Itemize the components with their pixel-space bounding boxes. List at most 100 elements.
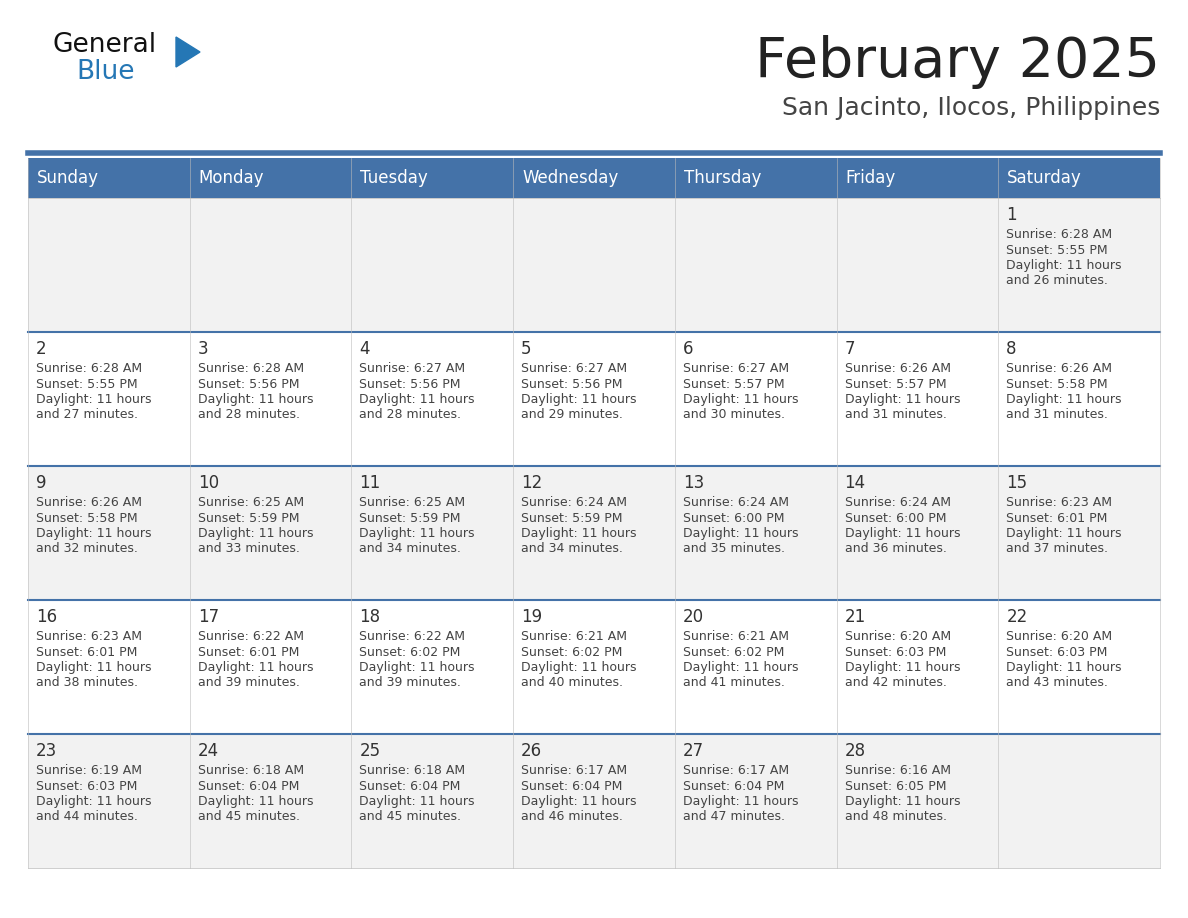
- Text: 1: 1: [1006, 206, 1017, 224]
- Text: Daylight: 11 hours: Daylight: 11 hours: [360, 393, 475, 406]
- Text: Sunrise: 6:26 AM: Sunrise: 6:26 AM: [1006, 362, 1112, 375]
- Text: 4: 4: [360, 340, 369, 358]
- Text: Sunrise: 6:25 AM: Sunrise: 6:25 AM: [197, 496, 304, 509]
- Bar: [29, 466, 1159, 600]
- Bar: [836, 158, 998, 198]
- Text: Daylight: 11 hours: Daylight: 11 hours: [845, 393, 960, 406]
- Bar: [675, 158, 836, 198]
- Text: and 45 minutes.: and 45 minutes.: [360, 811, 461, 823]
- Text: Daylight: 11 hours: Daylight: 11 hours: [845, 661, 960, 674]
- Text: Sunset: 6:00 PM: Sunset: 6:00 PM: [845, 511, 946, 524]
- Text: 11: 11: [360, 474, 380, 492]
- Text: 12: 12: [522, 474, 543, 492]
- Text: 28: 28: [845, 742, 866, 760]
- Bar: [352, 158, 513, 198]
- Text: and 47 minutes.: and 47 minutes.: [683, 811, 785, 823]
- Text: Daylight: 11 hours: Daylight: 11 hours: [683, 527, 798, 540]
- Text: Sunrise: 6:22 AM: Sunrise: 6:22 AM: [360, 630, 466, 643]
- Text: Sunset: 6:01 PM: Sunset: 6:01 PM: [36, 645, 138, 658]
- Text: Daylight: 11 hours: Daylight: 11 hours: [197, 393, 314, 406]
- Text: Daylight: 11 hours: Daylight: 11 hours: [845, 795, 960, 808]
- Text: and 48 minutes.: and 48 minutes.: [845, 811, 947, 823]
- Text: Sunrise: 6:18 AM: Sunrise: 6:18 AM: [360, 764, 466, 777]
- Text: Sunset: 6:01 PM: Sunset: 6:01 PM: [197, 645, 299, 658]
- Text: Daylight: 11 hours: Daylight: 11 hours: [36, 661, 152, 674]
- Text: Sunrise: 6:28 AM: Sunrise: 6:28 AM: [36, 362, 143, 375]
- Text: Daylight: 11 hours: Daylight: 11 hours: [1006, 393, 1121, 406]
- Text: and 39 minutes.: and 39 minutes.: [197, 677, 299, 689]
- Text: Saturday: Saturday: [1007, 169, 1082, 187]
- Text: Sunset: 6:04 PM: Sunset: 6:04 PM: [683, 779, 784, 792]
- Text: February 2025: February 2025: [756, 35, 1159, 89]
- Text: Sunset: 5:56 PM: Sunset: 5:56 PM: [522, 377, 623, 390]
- Text: Sunset: 6:05 PM: Sunset: 6:05 PM: [845, 779, 946, 792]
- Text: Monday: Monday: [198, 169, 264, 187]
- Text: and 38 minutes.: and 38 minutes.: [36, 677, 138, 689]
- Text: Sunrise: 6:18 AM: Sunrise: 6:18 AM: [197, 764, 304, 777]
- Text: and 36 minutes.: and 36 minutes.: [845, 543, 947, 555]
- Text: 17: 17: [197, 608, 219, 626]
- Text: and 39 minutes.: and 39 minutes.: [360, 677, 461, 689]
- Text: Sunset: 5:59 PM: Sunset: 5:59 PM: [197, 511, 299, 524]
- Text: Sunrise: 6:24 AM: Sunrise: 6:24 AM: [522, 496, 627, 509]
- Text: and 31 minutes.: and 31 minutes.: [1006, 409, 1108, 421]
- Text: Daylight: 11 hours: Daylight: 11 hours: [683, 795, 798, 808]
- Text: Sunrise: 6:27 AM: Sunrise: 6:27 AM: [360, 362, 466, 375]
- Text: Tuesday: Tuesday: [360, 169, 428, 187]
- Text: and 37 minutes.: and 37 minutes.: [1006, 543, 1108, 555]
- Bar: [29, 198, 1159, 332]
- Text: Sunrise: 6:17 AM: Sunrise: 6:17 AM: [522, 764, 627, 777]
- Text: Sunset: 5:58 PM: Sunset: 5:58 PM: [1006, 377, 1108, 390]
- Text: General: General: [53, 32, 157, 58]
- Text: Sunset: 5:56 PM: Sunset: 5:56 PM: [360, 377, 461, 390]
- Text: Sunrise: 6:20 AM: Sunrise: 6:20 AM: [1006, 630, 1112, 643]
- Text: Sunset: 6:03 PM: Sunset: 6:03 PM: [845, 645, 946, 658]
- Text: Sunset: 6:00 PM: Sunset: 6:00 PM: [683, 511, 784, 524]
- Text: Daylight: 11 hours: Daylight: 11 hours: [683, 393, 798, 406]
- Text: Daylight: 11 hours: Daylight: 11 hours: [522, 661, 637, 674]
- Text: Daylight: 11 hours: Daylight: 11 hours: [1006, 259, 1121, 272]
- Text: Daylight: 11 hours: Daylight: 11 hours: [845, 527, 960, 540]
- Text: 6: 6: [683, 340, 694, 358]
- Text: 24: 24: [197, 742, 219, 760]
- Bar: [29, 600, 1159, 734]
- Text: 18: 18: [360, 608, 380, 626]
- Bar: [29, 332, 1159, 466]
- Text: Sunset: 6:02 PM: Sunset: 6:02 PM: [683, 645, 784, 658]
- Text: Sunset: 5:59 PM: Sunset: 5:59 PM: [522, 511, 623, 524]
- Text: 7: 7: [845, 340, 855, 358]
- Text: San Jacinto, Ilocos, Philippines: San Jacinto, Ilocos, Philippines: [782, 96, 1159, 120]
- Text: 15: 15: [1006, 474, 1028, 492]
- Text: Sunset: 5:55 PM: Sunset: 5:55 PM: [1006, 243, 1108, 256]
- Text: and 32 minutes.: and 32 minutes.: [36, 543, 138, 555]
- Text: 2: 2: [36, 340, 46, 358]
- Bar: [998, 158, 1159, 198]
- Text: and 33 minutes.: and 33 minutes.: [197, 543, 299, 555]
- Text: Wednesday: Wednesday: [523, 169, 619, 187]
- Text: Sunset: 5:57 PM: Sunset: 5:57 PM: [845, 377, 946, 390]
- Text: Daylight: 11 hours: Daylight: 11 hours: [197, 527, 314, 540]
- Text: Sunset: 5:59 PM: Sunset: 5:59 PM: [360, 511, 461, 524]
- Text: Sunset: 6:03 PM: Sunset: 6:03 PM: [36, 779, 138, 792]
- Text: and 28 minutes.: and 28 minutes.: [360, 409, 461, 421]
- Text: 3: 3: [197, 340, 208, 358]
- Text: Daylight: 11 hours: Daylight: 11 hours: [360, 795, 475, 808]
- Text: and 45 minutes.: and 45 minutes.: [197, 811, 299, 823]
- Text: Daylight: 11 hours: Daylight: 11 hours: [36, 795, 152, 808]
- Text: Sunrise: 6:19 AM: Sunrise: 6:19 AM: [36, 764, 143, 777]
- Text: Sunrise: 6:23 AM: Sunrise: 6:23 AM: [36, 630, 143, 643]
- Text: 23: 23: [36, 742, 57, 760]
- Text: and 26 minutes.: and 26 minutes.: [1006, 274, 1108, 287]
- Bar: [190, 158, 352, 198]
- Text: 13: 13: [683, 474, 704, 492]
- Text: and 31 minutes.: and 31 minutes.: [845, 409, 947, 421]
- Text: 10: 10: [197, 474, 219, 492]
- Bar: [513, 158, 675, 198]
- Text: Sunrise: 6:25 AM: Sunrise: 6:25 AM: [360, 496, 466, 509]
- Text: Sunrise: 6:21 AM: Sunrise: 6:21 AM: [522, 630, 627, 643]
- Text: and 40 minutes.: and 40 minutes.: [522, 677, 624, 689]
- Text: and 27 minutes.: and 27 minutes.: [36, 409, 138, 421]
- Text: Sunrise: 6:26 AM: Sunrise: 6:26 AM: [845, 362, 950, 375]
- Text: and 29 minutes.: and 29 minutes.: [522, 409, 623, 421]
- Text: Sunset: 6:04 PM: Sunset: 6:04 PM: [360, 779, 461, 792]
